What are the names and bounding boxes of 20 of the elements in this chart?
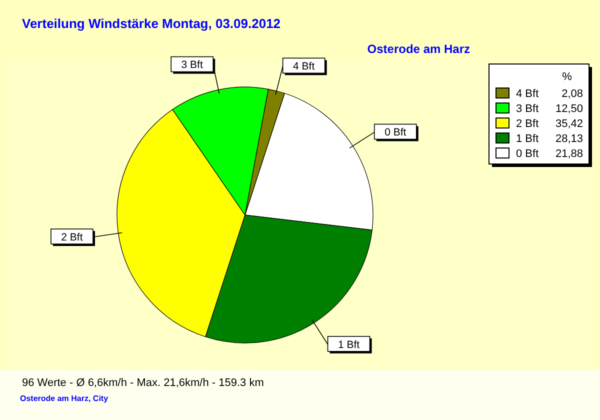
slice-label: 3 Bft	[181, 59, 203, 72]
legend-label: 3 Bft	[516, 103, 539, 115]
slice-label: 0 Bft	[384, 126, 406, 139]
legend-label: 1 Bft	[516, 133, 539, 145]
chart-title: Verteilung Windstärke Montag, 03.09.2012	[22, 16, 281, 31]
data-label: 2,08	[562, 88, 583, 100]
data-label: 35,42	[555, 118, 583, 130]
legend-label: 0 Bft	[516, 148, 539, 160]
slice-label: 2 Bft	[61, 231, 83, 244]
data-label: 21,88	[555, 148, 583, 160]
legend-label: 2 Bft	[516, 118, 539, 130]
legend-title: %	[562, 71, 572, 83]
slice-label: 1 Bft	[338, 338, 360, 351]
data-label: 12,50	[555, 103, 583, 115]
chart-subtitle: Osterode am Harz	[367, 42, 470, 56]
data-label: 28,13	[555, 133, 583, 145]
slice-label: 4 Bft	[293, 60, 315, 73]
text: Osterode am Harz, City	[20, 394, 109, 403]
legend-label: 4 Bft	[516, 88, 539, 100]
text: 96 Werte - Ø 6,6km/h - Max. 21,6km/h - 159.3 km	[22, 377, 264, 389]
